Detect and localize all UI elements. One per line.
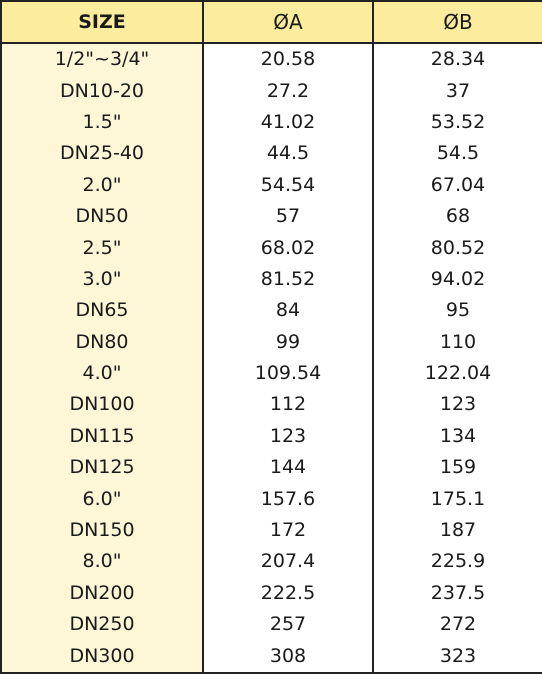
table-row: DN65 84 95 xyxy=(0,295,542,327)
diameter-b-cell: 187 xyxy=(372,514,542,547)
diameter-b-cell: 159 xyxy=(372,452,542,484)
diameter-a-cell: 257 xyxy=(202,609,374,641)
size-cell: DN10-20 xyxy=(0,75,204,107)
diameter-b-cell: 323 xyxy=(372,640,542,674)
diameter-b-cell: 54.5 xyxy=(372,138,542,170)
diameter-b-cell: 175.1 xyxy=(372,483,542,515)
table-row: DN10-20 27.2 37 xyxy=(0,75,542,107)
diameter-b-cell: 237.5 xyxy=(372,577,542,610)
diameter-a-cell: 144 xyxy=(202,452,374,484)
size-cell: DN300 xyxy=(0,640,204,674)
diameter-a-cell: 41.02 xyxy=(202,106,374,139)
diameter-a-cell: 157.6 xyxy=(202,483,374,515)
diameter-b-cell: 28.34 xyxy=(372,43,542,76)
diameter-a-cell: 109.54 xyxy=(202,357,374,390)
table-row: 6.0" 157.6 175.1 xyxy=(0,483,542,515)
size-cell: DN125 xyxy=(0,452,204,484)
diameter-a-cell: 68.02 xyxy=(202,232,374,264)
table-row: 1.5" 41.02 53.52 xyxy=(0,106,542,139)
diameter-a-cell: 57 xyxy=(202,200,374,233)
table-row: DN25-40 44.5 54.5 xyxy=(0,138,542,170)
table-row: DN115 123 134 xyxy=(0,420,542,453)
diameter-a-cell: 99 xyxy=(202,326,374,358)
size-cell: 6.0" xyxy=(0,483,204,515)
size-cell: DN100 xyxy=(0,389,204,421)
table-row: DN250 257 272 xyxy=(0,609,542,641)
table-row: DN125 144 159 xyxy=(0,452,542,484)
diameter-b-cell: 95 xyxy=(372,295,542,327)
size-cell: 2.0" xyxy=(0,169,204,201)
table-row: DN80 99 110 xyxy=(0,326,542,358)
size-cell: 3.0" xyxy=(0,263,204,296)
diameter-a-cell: 222.5 xyxy=(202,577,374,610)
diameter-a-cell: 27.2 xyxy=(202,75,374,107)
diameter-b-cell: 123 xyxy=(372,389,542,421)
size-cell: DN250 xyxy=(0,609,204,641)
diameter-b-cell: 67.04 xyxy=(372,169,542,201)
size-cell: DN150 xyxy=(0,514,204,547)
diameter-a-cell: 112 xyxy=(202,389,374,421)
diameter-a-cell: 54.54 xyxy=(202,169,374,201)
diameter-a-cell: 123 xyxy=(202,420,374,453)
size-cell: 4.0" xyxy=(0,357,204,390)
table-row: 8.0" 207.4 225.9 xyxy=(0,546,542,578)
table-row: 2.0" 54.54 67.04 xyxy=(0,169,542,201)
diameter-a-cell: 44.5 xyxy=(202,138,374,170)
table-row: DN100 112 123 xyxy=(0,389,542,421)
diameter-b-cell: 110 xyxy=(372,326,542,358)
size-cell: DN115 xyxy=(0,420,204,453)
diameter-a-cell: 172 xyxy=(202,514,374,547)
table-row: DN300 308 323 xyxy=(0,640,542,674)
diameter-a-cell: 207.4 xyxy=(202,546,374,578)
header-diameter-b: ØB xyxy=(372,0,542,44)
diameter-a-cell: 308 xyxy=(202,640,374,674)
table-row: DN50 57 68 xyxy=(0,200,542,233)
size-cell: DN80 xyxy=(0,326,204,358)
header-row: SIZE ØA ØB xyxy=(0,0,542,44)
diameter-a-cell: 20.58 xyxy=(202,43,374,76)
diameter-b-cell: 80.52 xyxy=(372,232,542,264)
diameter-b-cell: 37 xyxy=(372,75,542,107)
table-row: DN200 222.5 237.5 xyxy=(0,577,542,610)
table-row: 3.0" 81.52 94.02 xyxy=(0,263,542,296)
diameter-b-cell: 225.9 xyxy=(372,546,542,578)
diameter-b-cell: 94.02 xyxy=(372,263,542,296)
size-cell: DN200 xyxy=(0,577,204,610)
size-cell: 2.5" xyxy=(0,232,204,264)
diameter-b-cell: 53.52 xyxy=(372,106,542,139)
size-cell: DN25-40 xyxy=(0,138,204,170)
diameter-b-cell: 272 xyxy=(372,609,542,641)
diameter-b-cell: 134 xyxy=(372,420,542,453)
diameter-a-cell: 84 xyxy=(202,295,374,327)
diameter-a-cell: 81.52 xyxy=(202,263,374,296)
table-body: 1/2"~3/4" 20.58 28.34 DN10-20 27.2 37 1.… xyxy=(0,43,542,674)
header-diameter-a: ØA xyxy=(202,0,374,44)
size-cell: DN65 xyxy=(0,295,204,327)
table-row: DN150 172 187 xyxy=(0,514,542,547)
size-cell: 8.0" xyxy=(0,546,204,578)
table-row: 2.5" 68.02 80.52 xyxy=(0,232,542,264)
table-row: 1/2"~3/4" 20.58 28.34 xyxy=(0,43,542,76)
size-cell: DN50 xyxy=(0,200,204,233)
size-cell: 1.5" xyxy=(0,106,204,139)
size-cell: 1/2"~3/4" xyxy=(0,43,204,76)
diameter-b-cell: 122.04 xyxy=(372,357,542,390)
diameter-b-cell: 68 xyxy=(372,200,542,233)
table-row: 4.0" 109.54 122.04 xyxy=(0,357,542,390)
header-size: SIZE xyxy=(0,0,204,44)
